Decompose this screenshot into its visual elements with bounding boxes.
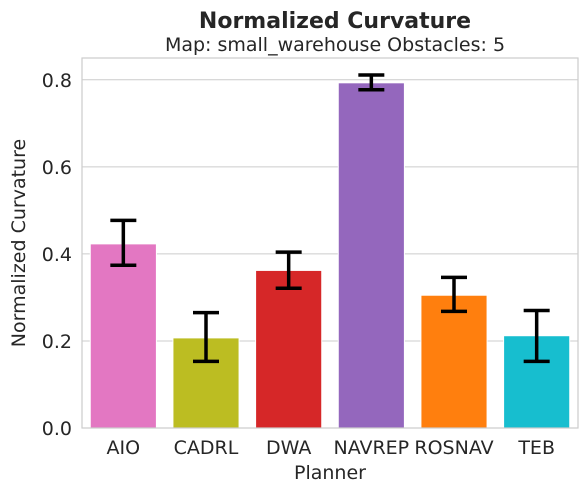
x-tick-label: CADRL <box>174 437 239 459</box>
y-tick-label: 0.6 <box>42 157 72 179</box>
y-tick-label: 0.0 <box>42 418 72 440</box>
bar-dwa <box>256 270 322 428</box>
x-tick-label: ROSNAV <box>414 437 493 459</box>
y-tick-label: 0.2 <box>42 331 72 353</box>
y-tick-label: 0.4 <box>42 244 72 266</box>
chart-subtitle: Map: small_warehouse Obstacles: 5 <box>165 34 505 56</box>
y-ticks: 0.0 0.2 0.4 0.6 0.8 <box>42 70 72 440</box>
y-tick-label: 0.8 <box>42 70 72 92</box>
chart-title: Normalized Curvature <box>199 9 471 34</box>
bars <box>90 83 569 428</box>
x-axis-label: Planner <box>294 462 366 484</box>
y-axis-label: Normalized Curvature <box>8 139 30 347</box>
x-tick-label: AIO <box>107 437 141 459</box>
bar-rosnav <box>421 295 487 428</box>
x-ticks: AIO CADRL DWA NAVREP ROSNAV TEB <box>107 437 555 459</box>
bar-navrep <box>338 83 404 428</box>
x-tick-label: NAVREP <box>333 437 409 459</box>
bar-aio <box>90 244 156 428</box>
x-tick-label: DWA <box>266 437 311 459</box>
x-tick-label: TEB <box>517 437 555 459</box>
